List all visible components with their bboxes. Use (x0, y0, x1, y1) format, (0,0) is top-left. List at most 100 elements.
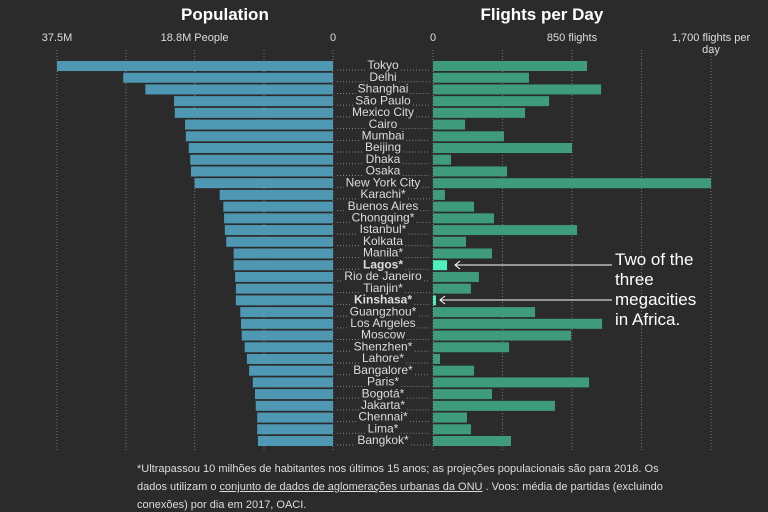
bar (194, 178, 333, 189)
category-label: São Paulo (355, 93, 411, 107)
footnote-text: *Ultrapassou 10 milhões de habitantes no… (137, 463, 659, 493)
bar (433, 424, 471, 435)
category-label: New York City (346, 175, 421, 189)
category-label: Dhaka (366, 152, 401, 166)
x-tick-label: 1,700 flights per day (671, 32, 751, 56)
bar (241, 318, 333, 329)
bar (240, 307, 333, 318)
x-tick-label: 0 (429, 32, 437, 44)
category-label: Buenos Aires (348, 199, 419, 213)
category-label: Bangkok* (357, 433, 409, 447)
bar (185, 131, 333, 142)
category-label: Shanghai (358, 82, 409, 96)
category-label: Istanbul* (360, 222, 407, 236)
bar (235, 295, 333, 306)
category-label: Rio de Janeiro (344, 269, 422, 283)
category-label: Bogotá* (362, 386, 405, 400)
bar (433, 260, 448, 271)
bar (433, 236, 467, 247)
bar (433, 353, 441, 364)
bar (433, 436, 512, 446)
bar (433, 166, 508, 177)
bar (223, 201, 333, 212)
bar (257, 436, 333, 446)
bar (433, 283, 471, 294)
bar (433, 307, 536, 318)
bar (433, 295, 436, 306)
bar (257, 412, 333, 423)
panel-title: Flights per Day (480, 5, 604, 24)
category-label: Osaka (366, 164, 401, 178)
bar (190, 154, 333, 165)
bar (433, 365, 475, 376)
footnote-text: . Voos: média de partidas (excluindo con… (137, 481, 663, 511)
bar (433, 201, 475, 212)
category-label: Mumbai (362, 128, 405, 142)
category-label: Paris* (367, 375, 399, 389)
category-label: Manila* (363, 246, 403, 260)
x-tick-label: 37.5M (41, 32, 73, 44)
category-label: Karachi* (360, 187, 406, 201)
category-label: Mexico City (352, 105, 414, 119)
bar (433, 271, 479, 282)
category-label: Chongqing* (352, 211, 415, 225)
bar (433, 189, 445, 200)
bar (433, 72, 529, 83)
category-label: Delhi (369, 70, 396, 84)
bar (224, 213, 333, 224)
bar (433, 178, 711, 189)
category-label: Kolkata (363, 234, 403, 248)
bar (226, 236, 333, 247)
bar (219, 189, 333, 200)
x-tick-label: 0 (329, 32, 337, 44)
bar (433, 248, 493, 259)
bar (249, 365, 333, 376)
bar (188, 143, 333, 154)
bar (433, 377, 590, 388)
category-label: Moscow (361, 328, 405, 342)
bar (244, 342, 333, 353)
bar (174, 96, 333, 107)
bar (433, 131, 504, 142)
category-label: Kinshasa* (354, 293, 412, 307)
category-label: Lahore* (362, 351, 404, 365)
category-label: Cairo (369, 117, 398, 131)
bar (174, 107, 333, 118)
bar (123, 72, 334, 83)
bar (433, 225, 578, 236)
annotation: Two of the three megacities in Africa. (615, 250, 697, 329)
category-label: Bangalore* (353, 363, 413, 377)
panel-title: Population (181, 5, 269, 24)
bar (257, 424, 333, 435)
bar (433, 342, 510, 353)
bar (433, 143, 572, 154)
category-label: Jakarta* (361, 398, 405, 412)
bar (145, 84, 333, 95)
category-label: Tokyo (367, 58, 399, 72)
arrow-head (454, 260, 461, 270)
category-label: Shenzhen* (354, 339, 413, 353)
bar (433, 107, 526, 118)
bar (254, 389, 333, 400)
bar (255, 400, 333, 411)
bar (433, 96, 550, 107)
arrow-head (439, 295, 446, 305)
bar (185, 119, 333, 130)
x-tick-label: 850 flights (546, 32, 598, 44)
bar (433, 389, 493, 400)
bar (241, 330, 333, 341)
bar (433, 400, 555, 411)
footnote-link[interactable]: conjunto de dados de aglomerações urbana… (219, 481, 483, 493)
bar (57, 61, 333, 71)
footnote: *Ultrapassou 10 milhões de habitantes no… (137, 460, 667, 512)
bar (433, 84, 602, 95)
category-label: Lima* (368, 421, 399, 435)
category-label: Guangzhou* (350, 304, 417, 318)
bar (246, 353, 333, 364)
bar (233, 260, 333, 271)
bar (224, 225, 333, 236)
category-label: Los Angeles (350, 316, 415, 330)
bar (433, 330, 572, 341)
